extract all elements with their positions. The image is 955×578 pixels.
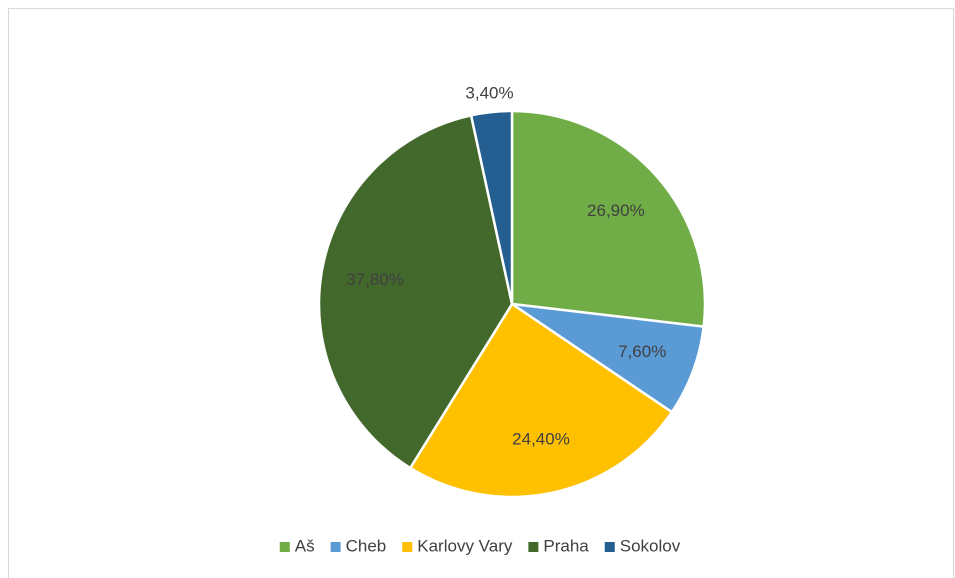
legend-label: Cheb: [346, 536, 387, 555]
data-label: 37,80%: [346, 270, 404, 289]
pie-slice: [469, 109, 514, 305]
data-label: 3,40%: [465, 84, 513, 103]
legend-label: Sokolov: [620, 536, 681, 555]
legend-label: Aš: [295, 536, 315, 555]
pie-slice: [510, 109, 707, 329]
data-label: 7,60%: [618, 342, 666, 361]
pie-slice: [317, 113, 514, 470]
pie-slice: [408, 302, 674, 499]
legend-swatch: [402, 542, 413, 552]
legend-label: Karlovy Vary: [417, 536, 513, 555]
legend-swatch: [279, 542, 290, 552]
data-label: 26,90%: [587, 201, 645, 220]
data-label: 24,40%: [512, 429, 570, 448]
legend-swatch: [330, 542, 341, 552]
legend: Aš Cheb Karlovy Vary Praha Sokolov: [279, 536, 681, 555]
legend-label: Praha: [543, 536, 589, 555]
legend-swatch: [604, 542, 615, 552]
legend-swatch: [528, 542, 539, 552]
